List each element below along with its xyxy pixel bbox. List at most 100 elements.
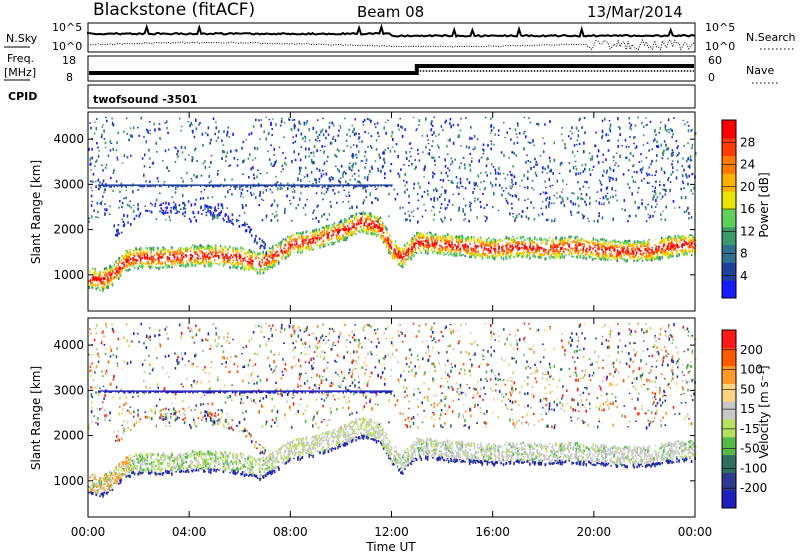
power-data-cell bbox=[424, 209, 427, 212]
power-data-cell bbox=[444, 246, 446, 250]
power-data-cell bbox=[209, 245, 212, 248]
power-data-cell bbox=[166, 184, 168, 186]
power-data-cell bbox=[668, 177, 670, 179]
power-data-cell bbox=[152, 248, 154, 251]
power-data-cell bbox=[353, 132, 356, 136]
power-data-cell bbox=[458, 165, 461, 169]
power-data-cell bbox=[597, 248, 599, 250]
power-data-cell bbox=[670, 244, 672, 246]
power-data-cell bbox=[155, 259, 157, 261]
power-data-cell bbox=[316, 237, 318, 240]
power-data-cell bbox=[682, 238, 684, 241]
power-data-cell bbox=[463, 219, 465, 221]
power-data-cell bbox=[190, 256, 193, 261]
power-data-cell bbox=[194, 246, 197, 248]
power-data-cell bbox=[177, 184, 179, 188]
power-data-cell bbox=[669, 245, 672, 247]
power-data-cell bbox=[146, 249, 149, 253]
power-data-cell bbox=[327, 243, 330, 246]
power-data-cell bbox=[215, 209, 217, 212]
power-data-cell bbox=[511, 207, 513, 210]
power-data-cell bbox=[579, 256, 582, 259]
power-data-cell bbox=[341, 236, 343, 238]
power-data-cell bbox=[582, 170, 585, 173]
power-data-cell bbox=[659, 192, 661, 195]
power-data-cell bbox=[575, 241, 578, 245]
power-data-cell bbox=[334, 138, 337, 143]
power-data-cell bbox=[317, 220, 320, 223]
power-data-cell bbox=[301, 232, 304, 236]
power-data-cell bbox=[559, 240, 562, 244]
power-data-cell bbox=[242, 205, 244, 210]
power-data-cell bbox=[603, 241, 605, 244]
power-data-cell bbox=[432, 234, 435, 238]
power-data-cell bbox=[332, 226, 334, 228]
power-data-cell bbox=[435, 135, 437, 137]
power-data-cell bbox=[634, 256, 636, 260]
power-data-cell bbox=[95, 276, 97, 280]
power-data-cell bbox=[129, 127, 132, 130]
power-data-cell bbox=[453, 252, 456, 256]
power-data-cell bbox=[486, 174, 488, 177]
power-data-cell bbox=[107, 285, 109, 289]
power-data-cell bbox=[202, 209, 204, 211]
power-data-cell bbox=[256, 147, 259, 151]
power-data-cell bbox=[347, 219, 350, 223]
power-data-cell bbox=[322, 198, 324, 201]
power-data-cell bbox=[187, 120, 190, 123]
power-data-cell bbox=[620, 244, 622, 247]
power-data-cell bbox=[168, 215, 171, 219]
power-data-cell bbox=[451, 247, 454, 251]
power-data-cell bbox=[528, 252, 531, 256]
power-data-cell bbox=[412, 250, 414, 253]
power-data-cell bbox=[132, 259, 134, 262]
power-data-cell bbox=[129, 251, 131, 255]
power-data-cell bbox=[355, 213, 357, 216]
power-data-cell bbox=[671, 160, 674, 162]
power-data-cell bbox=[604, 243, 606, 246]
power-data-cell bbox=[137, 203, 139, 207]
power-data-cell bbox=[158, 253, 160, 256]
power-data-cell bbox=[217, 254, 220, 259]
power-data-cell bbox=[628, 146, 630, 148]
power-data-cell bbox=[529, 256, 531, 260]
power-data-cell bbox=[195, 127, 198, 131]
power-data-cell bbox=[254, 268, 256, 271]
power-data-cell bbox=[512, 183, 514, 186]
power-data-cell bbox=[415, 129, 418, 132]
power-data-cell bbox=[436, 239, 439, 243]
power-data-cell bbox=[382, 237, 385, 239]
power-data-cell bbox=[139, 246, 142, 249]
power-data-cell bbox=[261, 268, 263, 271]
power-data-cell bbox=[551, 244, 553, 247]
power-data-cell bbox=[663, 183, 665, 187]
power-data-cell bbox=[490, 163, 493, 166]
power-data-cell bbox=[415, 241, 417, 245]
power-data-cell bbox=[235, 149, 238, 153]
power-data-cell bbox=[284, 209, 286, 212]
power-data-cell bbox=[229, 219, 231, 223]
power-data-cell bbox=[119, 184, 121, 187]
power-data-cell bbox=[464, 237, 467, 240]
power-data-cell bbox=[125, 196, 127, 200]
power-data-cell bbox=[321, 128, 324, 132]
power-data-cell bbox=[116, 273, 119, 276]
noise-panel: N.Sky 10^5 10^0 10^5 10^0 N.Search bbox=[4, 21, 796, 53]
power-data-cell bbox=[678, 246, 680, 248]
power-data-cell bbox=[132, 190, 134, 194]
power-data-cell bbox=[691, 247, 694, 251]
power-data-cell bbox=[196, 253, 199, 256]
power-data-cell bbox=[498, 166, 500, 171]
power-data-cell bbox=[210, 253, 213, 255]
power-data-cell bbox=[388, 215, 390, 218]
power-data-cell bbox=[582, 185, 585, 188]
noise-sky-trace bbox=[87, 23, 696, 38]
power-data-cell bbox=[681, 180, 684, 182]
power-data-cell bbox=[506, 249, 508, 253]
power-data-cell bbox=[233, 157, 236, 160]
power-data-cell bbox=[300, 146, 303, 148]
power-data-cell bbox=[170, 260, 172, 263]
power-data-cell bbox=[143, 136, 145, 138]
power-data-cell bbox=[191, 180, 193, 182]
power-data-cell bbox=[542, 137, 544, 139]
